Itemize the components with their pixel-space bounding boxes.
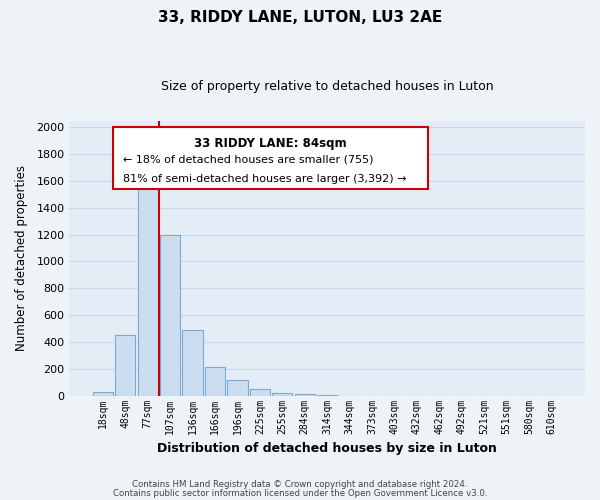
Text: 81% of semi-detached houses are larger (3,392) →: 81% of semi-detached houses are larger (…: [124, 174, 407, 184]
FancyBboxPatch shape: [113, 128, 428, 190]
Text: 33, RIDDY LANE, LUTON, LU3 2AE: 33, RIDDY LANE, LUTON, LU3 2AE: [158, 10, 442, 25]
Text: Contains public sector information licensed under the Open Government Licence v3: Contains public sector information licen…: [113, 490, 487, 498]
Bar: [317, 395, 337, 396]
Bar: [137, 181, 158, 396]
Bar: [250, 389, 270, 396]
Bar: [160, 234, 180, 396]
Bar: [205, 368, 225, 396]
Title: Size of property relative to detached houses in Luton: Size of property relative to detached ho…: [161, 80, 493, 93]
Bar: [115, 334, 136, 396]
Text: 33 RIDDY LANE: 84sqm: 33 RIDDY LANE: 84sqm: [194, 137, 347, 150]
Text: Contains HM Land Registry data © Crown copyright and database right 2024.: Contains HM Land Registry data © Crown c…: [132, 480, 468, 489]
Bar: [227, 380, 248, 396]
Y-axis label: Number of detached properties: Number of detached properties: [15, 165, 28, 351]
Bar: [93, 392, 113, 396]
Bar: [272, 393, 292, 396]
Bar: [295, 394, 315, 396]
X-axis label: Distribution of detached houses by size in Luton: Distribution of detached houses by size …: [157, 442, 497, 455]
Text: ← 18% of detached houses are smaller (755): ← 18% of detached houses are smaller (75…: [124, 155, 374, 165]
Bar: [182, 330, 203, 396]
